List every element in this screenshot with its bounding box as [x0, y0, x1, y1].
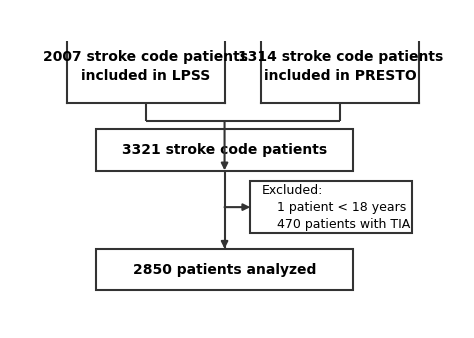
Bar	[96, 249, 353, 290]
Bar	[96, 129, 353, 171]
Text: 2007 stroke code patients
included in LPSS: 2007 stroke code patients included in LP…	[43, 50, 248, 83]
Text: 1314 stroke code patients
included in PRESTO: 1314 stroke code patients included in PR…	[237, 50, 443, 83]
Text: Excluded:
    1 patient < 18 years
    470 patients with TIA: Excluded: 1 patient < 18 years 470 patie…	[261, 184, 410, 231]
Text: 3321 stroke code patients: 3321 stroke code patients	[122, 143, 327, 157]
Text: 2850 patients analyzed: 2850 patients analyzed	[133, 263, 316, 276]
Bar	[250, 181, 412, 233]
